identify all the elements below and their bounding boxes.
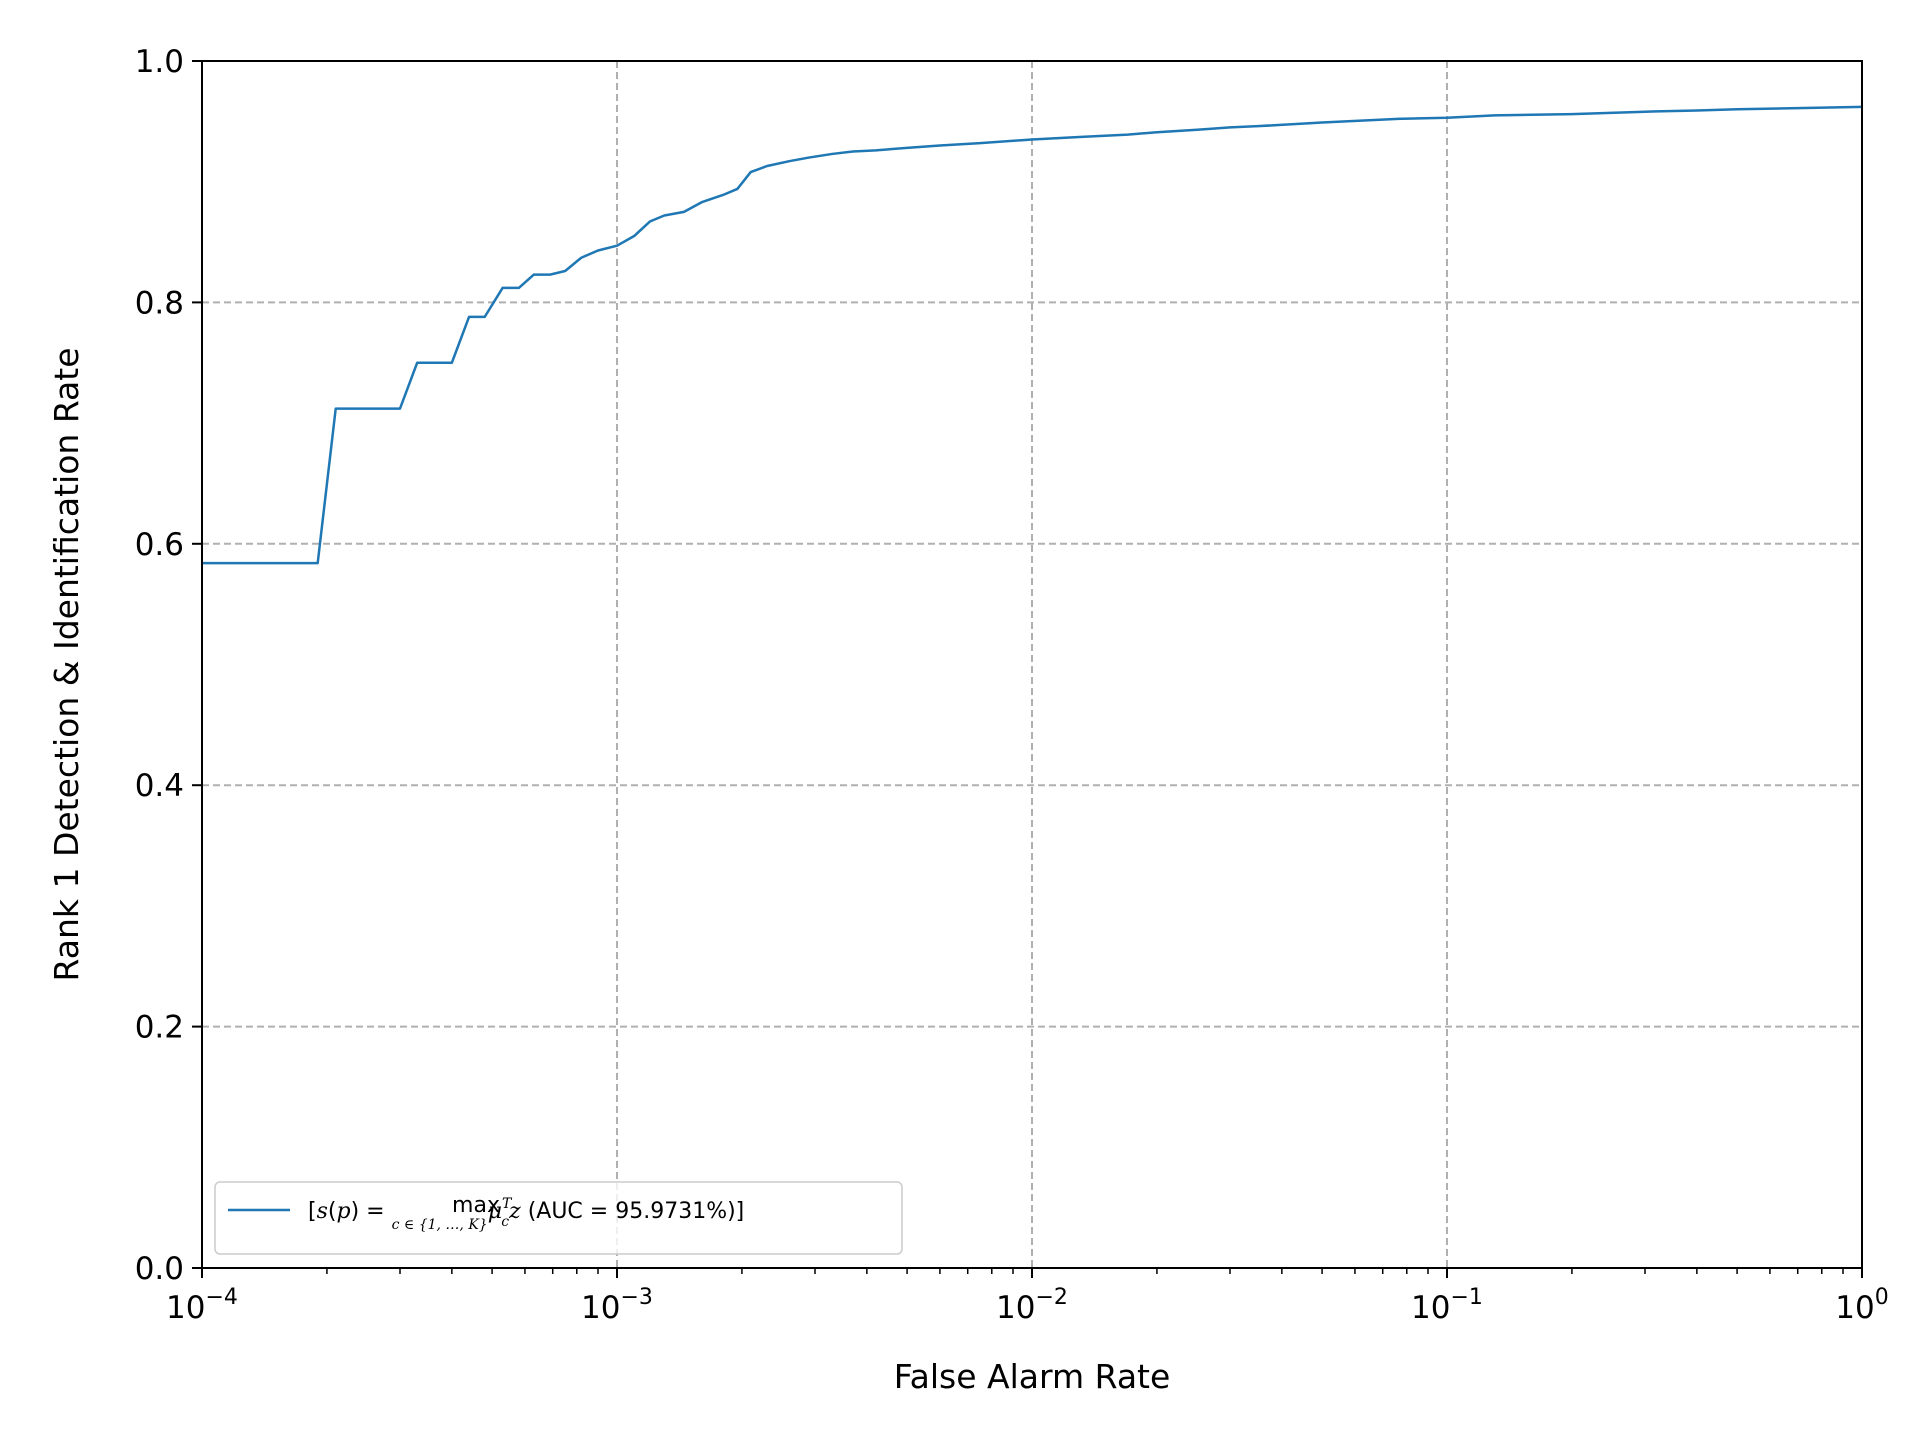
legend-box [214,1181,903,1255]
x-tick-label: 100 [1835,1285,1888,1326]
legend-max-subscript: c ∈ {1, …, K} [392,1217,488,1233]
legend-prefix: [ [308,1199,317,1224]
legend-open-paren: ( [328,1199,337,1224]
y-tick-labels: 0.0 0.2 0.4 0.6 0.8 1.0 [135,44,184,1287]
legend: [s(p) = c ∈ {1, …, K}μT cz (AUC = 95.9731… [214,1181,903,1255]
y-axis-label: Rank 1 Detection & Identification Rate [47,348,86,982]
series-group [202,105,1863,565]
legend-p: p [336,1199,350,1224]
legend-mu: μ [488,1199,502,1224]
y-tick-label: 1.0 [135,44,184,80]
y-tick-label: 0.8 [135,285,184,321]
plot-frame [201,60,1863,1269]
x-tick-labels: 10−4 10−3 10−2 10−1 100 [166,1285,1889,1326]
legend-mu-subscript: c [501,1214,509,1230]
y-tick-label: 0.4 [135,768,184,804]
legend-close-paren: ) = [351,1199,392,1224]
legend-auc: (AUC = 95.9731%)] [521,1199,745,1224]
legend-max-operator: max [452,1193,500,1218]
legend-z: z [508,1199,521,1224]
y-tick-label: 0.2 [135,1010,184,1046]
x-tick-label: 10−4 [166,1285,238,1326]
legend-entry-label: [s(p) = c ∈ {1, …, K}μT cz (AUC = 95.9731… [308,1196,744,1233]
series-line [202,105,1863,565]
x-tick-label: 10−1 [1411,1285,1483,1326]
y-tick-label: 0.0 [135,1251,184,1287]
legend-mu-superscript: T [502,1196,513,1212]
legend-s: s [317,1199,328,1224]
x-tick-label: 10−2 [996,1285,1068,1326]
x-axis-label: False Alarm Rate [894,1357,1171,1396]
axis-ticks [192,60,1863,1278]
x-tick-label: 10−3 [581,1285,653,1326]
y-tick-label: 0.6 [135,527,184,563]
grid-lines [202,61,1862,1268]
